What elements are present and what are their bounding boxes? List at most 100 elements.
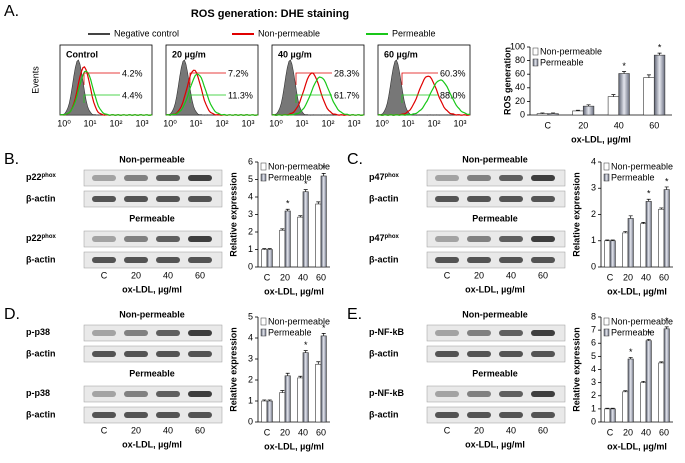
y-tick-label: 5 bbox=[248, 311, 253, 321]
blot-band bbox=[124, 412, 148, 418]
bar bbox=[266, 249, 273, 268]
x-tick-label: C bbox=[607, 427, 614, 437]
significance: * bbox=[322, 163, 326, 173]
protein-base: p47 bbox=[369, 233, 385, 243]
y-tick-label: 4 bbox=[591, 156, 596, 166]
error-bar bbox=[316, 361, 321, 365]
y-tick-label: 3 bbox=[248, 353, 253, 363]
flow-x-tick: 10² bbox=[321, 118, 334, 128]
group-title: Permeable bbox=[472, 213, 518, 223]
flow-x-tick: 10² bbox=[215, 118, 228, 128]
lane-label: 20 bbox=[474, 270, 484, 280]
significance: * bbox=[665, 316, 669, 326]
y-tick-label: 4 bbox=[591, 364, 596, 374]
bar bbox=[622, 391, 629, 423]
blot-strip bbox=[83, 230, 223, 248]
blot-strip bbox=[83, 190, 223, 208]
flow-x-tick: 10⁰ bbox=[163, 118, 177, 128]
significance: * bbox=[304, 340, 308, 350]
permeable-histogram bbox=[165, 73, 259, 116]
gate-green bbox=[295, 94, 332, 103]
blot-strip bbox=[83, 406, 223, 424]
error-bar bbox=[646, 74, 651, 78]
lane-label: C bbox=[444, 270, 451, 280]
blot-band bbox=[531, 330, 555, 336]
legend-label: Non-permeable bbox=[268, 161, 330, 171]
flow-plot-label: 20 µg/m bbox=[172, 49, 206, 59]
legend-label: Non-permeable bbox=[540, 46, 602, 56]
blot-strip bbox=[426, 345, 566, 363]
protein-label: p47phox bbox=[369, 233, 400, 243]
error-bar bbox=[623, 231, 628, 233]
x-tick-label: C bbox=[264, 427, 271, 437]
blot-band bbox=[531, 351, 555, 357]
blot-band bbox=[156, 257, 180, 263]
blot-band bbox=[435, 196, 459, 202]
blot-band bbox=[467, 196, 491, 202]
error-bar bbox=[628, 357, 633, 359]
bar bbox=[302, 191, 309, 268]
error-bar bbox=[605, 407, 610, 409]
legend-swatch bbox=[603, 317, 610, 326]
blot-band bbox=[531, 196, 555, 202]
gate-red bbox=[189, 72, 226, 85]
panel-letter: E. bbox=[347, 306, 362, 323]
protein-base: p-NF-kB bbox=[369, 327, 404, 337]
protein-base: p-p38 bbox=[26, 388, 50, 398]
blot-band bbox=[435, 412, 459, 418]
blot-band bbox=[188, 412, 212, 418]
blot-band bbox=[156, 330, 180, 336]
blot-band bbox=[467, 330, 491, 336]
bar bbox=[627, 218, 634, 268]
error-bar bbox=[623, 390, 628, 392]
blot-band bbox=[435, 257, 459, 263]
y-tick-label: 1 bbox=[248, 244, 253, 254]
error-bar bbox=[321, 173, 326, 176]
bar bbox=[284, 375, 291, 423]
significance: * bbox=[665, 176, 669, 186]
legend-label: Non-permeable bbox=[611, 161, 673, 171]
blot-band bbox=[435, 236, 459, 242]
percent-permeable: 11.3% bbox=[228, 90, 253, 100]
legend-label: Permeable bbox=[392, 28, 436, 38]
protein-label: p-p38 bbox=[26, 388, 50, 398]
x-tick-label: 40 bbox=[298, 272, 308, 282]
loading-label: β-actin bbox=[26, 348, 56, 358]
gate-green bbox=[401, 94, 438, 103]
error-bar bbox=[641, 222, 646, 224]
y-tick-label: 6 bbox=[591, 338, 596, 348]
bar bbox=[627, 358, 634, 423]
error-bar bbox=[657, 52, 662, 56]
lane-label: 40 bbox=[163, 425, 173, 435]
y-axis-label: Relative expression bbox=[228, 172, 238, 257]
blot-band bbox=[124, 351, 148, 357]
legend-swatch bbox=[603, 328, 610, 337]
blot-band bbox=[467, 236, 491, 242]
group-title: Non-permeable bbox=[462, 309, 528, 319]
y-axis-label: ROS generation bbox=[502, 47, 512, 115]
y-tick-label: 1 bbox=[591, 403, 596, 413]
blot-band bbox=[92, 175, 116, 181]
protein-sup: phox bbox=[42, 173, 57, 179]
protein-sup: phox bbox=[385, 173, 400, 179]
error-bar bbox=[540, 112, 545, 114]
x-tick-label: 40 bbox=[614, 120, 624, 130]
x-tick-label: 20 bbox=[623, 272, 633, 282]
error-bar bbox=[303, 189, 308, 192]
blot-band bbox=[92, 236, 116, 242]
bar bbox=[609, 240, 616, 268]
group-title: Non-permeable bbox=[462, 154, 528, 164]
lane-label: 40 bbox=[163, 270, 173, 280]
group-title: Permeable bbox=[472, 368, 518, 378]
lane-label: 20 bbox=[474, 425, 484, 435]
legend-swatch bbox=[603, 162, 610, 171]
blot-band bbox=[92, 196, 116, 202]
flow-x-tick: 10¹ bbox=[189, 118, 202, 128]
flow-x-tick: 10³ bbox=[135, 118, 148, 128]
flow-y-label: Events bbox=[30, 66, 40, 94]
flow-x-tick: 10¹ bbox=[295, 118, 308, 128]
x-tick-label: 20 bbox=[280, 427, 290, 437]
significance: * bbox=[304, 179, 308, 189]
significance: * bbox=[658, 42, 662, 52]
y-tick-label: 0 bbox=[520, 109, 525, 119]
